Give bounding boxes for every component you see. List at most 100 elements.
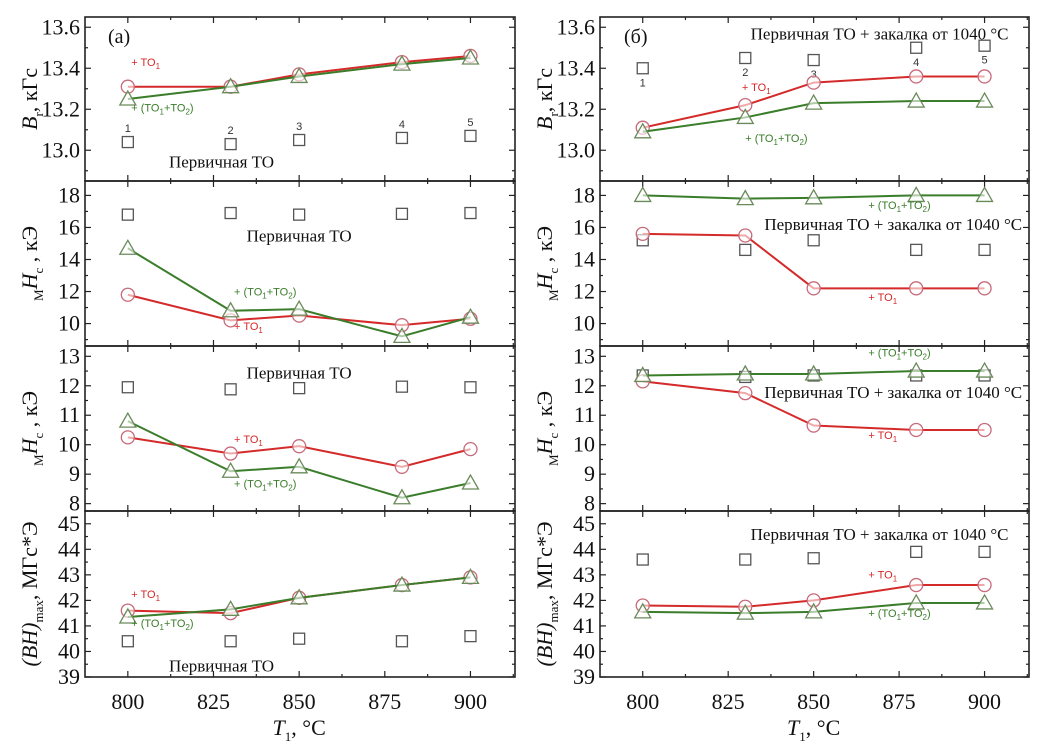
y-tick-label: 39 <box>573 664 595 689</box>
data-point-square <box>978 545 991 559</box>
y-tick-label: 13.4 <box>42 55 81 80</box>
series-label-part: ) <box>293 478 297 490</box>
data-point-triangle <box>221 77 240 94</box>
y-axis-label-prefix: M <box>31 454 46 466</box>
data-point-square <box>910 545 923 559</box>
series-label-to1: + TO1 <box>868 292 897 306</box>
y-axis-label-subscript: max <box>546 600 561 623</box>
data-point-square <box>807 53 820 67</box>
data-point-triangle <box>907 593 926 610</box>
series-label-subscript: 1 <box>897 613 902 622</box>
series-label-part: +TO <box>164 102 186 114</box>
data-point-circle <box>223 446 238 461</box>
y-tick-label: 39 <box>58 664 80 689</box>
y-axis-label-main: (BH) <box>532 622 557 666</box>
series-label-to1: + TO1 <box>131 589 160 603</box>
series-label-part: + TO <box>868 292 893 304</box>
data-point-square <box>292 381 306 395</box>
y-tick-label: 40 <box>58 638 80 663</box>
series-label-to1: + TO1 <box>868 570 897 584</box>
y-axis-label-main: (BH) <box>17 622 42 666</box>
y-tick-label: 8 <box>69 491 80 516</box>
data-point-triangle <box>804 188 823 205</box>
series-label-subscript: 1 <box>159 107 164 116</box>
y-tick-label: 45 <box>58 511 80 536</box>
series-label-subscript: 2 <box>923 352 928 361</box>
data-point-square <box>910 243 923 257</box>
data-point-square <box>978 39 991 52</box>
data-point-triangle <box>907 361 926 378</box>
y-tick-label: 14 <box>573 246 595 271</box>
series-label-part: ) <box>190 618 194 630</box>
data-point-circle <box>738 228 753 243</box>
series-label-subscript: 2 <box>288 292 293 301</box>
y-tick-label: 9 <box>69 461 80 486</box>
y-tick-label: 13.6 <box>557 14 596 39</box>
series-label-part: ) <box>927 200 931 212</box>
y-tick-label: 10 <box>573 432 595 457</box>
y-tick-label: 41 <box>58 613 80 638</box>
series-label-to1: + TO1 <box>131 57 160 71</box>
series-label-to1-to2: + (TO1+TO2) <box>131 618 193 632</box>
subplot-br: 13.0 13.2 13.4 13.6 Br, кГс (a) Первичная ТО 1 2… <box>17 14 516 182</box>
y-tick-label: 10 <box>58 311 80 336</box>
data-point-triangle <box>221 600 240 616</box>
point-number-label: 4 <box>399 119 405 131</box>
series-label-to1-to2: + (TO1+TO2) <box>868 608 930 622</box>
series-label-to1: + TO1 <box>868 430 897 444</box>
point-number-label: 3 <box>811 69 817 81</box>
data-point-triangle <box>392 575 412 592</box>
series-label-part: + (TO <box>745 133 774 145</box>
y-axis-label-subscript: c <box>31 268 46 274</box>
data-point-square <box>464 129 477 143</box>
series-label-subscript: 1 <box>893 435 898 444</box>
y-tick-label: 13 <box>573 343 595 368</box>
series-label-part: + (TO <box>868 347 897 359</box>
y-axis-label-unit: , кЭ <box>532 391 557 433</box>
y-tick-label: 13 <box>58 343 80 368</box>
series-label-subscript: 2 <box>185 107 190 116</box>
series-label-subscript: 1 <box>262 483 267 492</box>
x-tick-label: 825 <box>197 689 230 714</box>
y-tick-label: 16 <box>58 214 80 239</box>
point-number-label: 5 <box>467 117 473 129</box>
point-number-label: 2 <box>228 125 234 137</box>
data-point-triangle <box>221 301 240 318</box>
series-line-to1 <box>642 232 985 290</box>
y-axis-label-unit: , кГс <box>17 68 42 112</box>
annotation-label: Первичная ТО + закалка от 1040 °C <box>751 24 1009 43</box>
data-point-square <box>292 133 306 147</box>
y-axis-label-main: B <box>17 117 42 130</box>
y-axis-label: (BH)max, МГс*Э <box>532 522 561 667</box>
y-tick-label: 11 <box>574 402 595 427</box>
data-point-triangle <box>221 461 240 478</box>
y-axis-label: MHc , кЭ <box>17 391 46 466</box>
annotation-label: Первичная ТО <box>169 152 274 171</box>
series-label-subscript: 1 <box>262 292 267 301</box>
series-label-to1: + TO1 <box>234 321 263 335</box>
data-point-triangle <box>975 593 994 610</box>
series-label-subscript: 2 <box>185 623 190 632</box>
y-tick-label: 13.6 <box>42 14 81 39</box>
y-axis-label-subscript: r <box>546 112 561 117</box>
series-label-subscript: 1 <box>893 575 898 584</box>
series-label-subscript: 1 <box>893 297 898 306</box>
series-label-to1-to2: + (TO1+TO2) <box>745 133 807 147</box>
data-point-triangle <box>461 473 480 490</box>
y-axis-label-unit: , кЭ <box>532 226 557 268</box>
y-tick-label: 12 <box>58 279 80 304</box>
y-tick-label: 12 <box>573 373 595 398</box>
y-tick-label: 41 <box>573 613 595 638</box>
data-point-square <box>464 206 477 220</box>
data-point-circle <box>738 385 753 401</box>
series-label-subscript: 2 <box>923 205 928 214</box>
data-point-triangle <box>907 91 926 108</box>
x-tick-label: 850 <box>283 689 316 714</box>
y-tick-label: 12 <box>58 373 80 398</box>
data-point-circle <box>977 577 992 593</box>
x-axis-label: T1, °C <box>787 715 840 743</box>
series-label-part: + (TO <box>131 618 160 630</box>
data-point-square <box>739 243 752 257</box>
annotation-label: Первичная ТО + закалка от 1040 °C <box>764 383 1022 402</box>
x-tick-label: 875 <box>883 689 916 714</box>
